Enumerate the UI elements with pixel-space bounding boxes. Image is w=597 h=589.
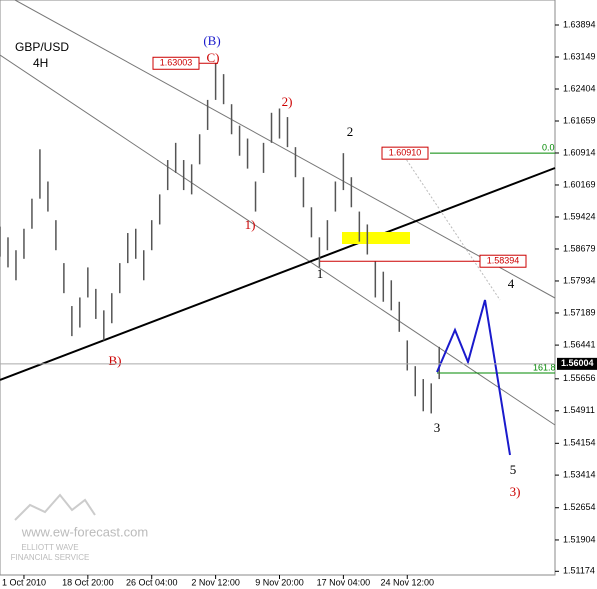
level-box <box>381 146 429 160</box>
y-tick-label: 1.60914 <box>563 147 596 157</box>
fib-label: 0.0 <box>542 142 555 152</box>
fib-label: 161.8 <box>533 362 556 372</box>
y-tick-label: 1.57934 <box>563 275 596 285</box>
wave-label: 3) <box>510 484 521 499</box>
y-tick-label: 1.59424 <box>563 211 596 221</box>
level-label: 1.58394 <box>487 256 520 266</box>
y-tick-label: 1.51904 <box>563 534 596 544</box>
chart-title: GBP/USD <box>15 40 69 54</box>
x-tick-label: 18 Oct 20:00 <box>62 577 114 587</box>
x-tick-label: 24 Nov 12:00 <box>380 577 434 587</box>
y-tick-label: 1.63149 <box>563 51 596 61</box>
highlight-zone <box>342 232 410 244</box>
y-tick-label: 1.60169 <box>563 179 596 189</box>
watermark: www.ew-forecast.com <box>21 524 148 539</box>
y-tick-label: 1.57189 <box>563 307 596 317</box>
wave-label: 2) <box>282 94 293 109</box>
y-tick-label: 1.52654 <box>563 502 596 512</box>
y-tick-label: 1.54154 <box>563 438 596 448</box>
wave-label: B) <box>109 353 122 368</box>
y-tick-label: 1.53414 <box>563 469 596 479</box>
wave-label: 1 <box>317 266 324 281</box>
y-tick-label: 1.58679 <box>563 243 596 253</box>
trend-line <box>0 167 556 381</box>
x-tick-label: 2 Nov 12:00 <box>191 577 240 587</box>
level-box <box>479 254 527 268</box>
level-box <box>152 56 200 70</box>
wave-label: 4 <box>508 276 515 291</box>
y-tick-label: 1.61659 <box>563 115 596 125</box>
wave-label: C) <box>207 50 220 65</box>
level-label: 1.60910 <box>389 148 422 158</box>
wave-label: 1) <box>245 217 256 232</box>
watermark: FINANCIAL SERVICE <box>11 553 90 562</box>
watermark-logo <box>14 493 96 521</box>
y-tick-label: 1.51174 <box>563 566 595 576</box>
x-tick-label: 17 Nov 04:00 <box>317 577 371 587</box>
y-tick-label: 1.54911 <box>563 405 595 415</box>
channel-line <box>0 54 556 426</box>
last-price-box <box>557 357 597 370</box>
level-label: 1.63003 <box>160 58 193 68</box>
wave-label: 5 <box>510 462 517 477</box>
watermark: ELLIOTT WAVE <box>21 543 78 552</box>
projection-path <box>436 299 511 456</box>
plot-area <box>0 0 556 576</box>
last-price-label: 1.56004 <box>561 358 594 368</box>
chart-subtitle: 4H <box>33 56 48 70</box>
y-tick-label: 1.63894 <box>563 19 596 29</box>
x-tick-label: 9 Nov 20:00 <box>255 577 304 587</box>
wave-label: 3 <box>434 420 441 435</box>
wave-label: 2 <box>347 124 354 139</box>
wave-label: (B) <box>203 33 220 48</box>
y-tick-label: 1.55656 <box>563 373 596 383</box>
y-tick-label: 1.62404 <box>563 83 596 93</box>
x-tick-label: 26 Oct 04:00 <box>126 577 178 587</box>
x-tick-label: 1 Oct 2010 <box>2 577 46 587</box>
y-tick-label: 1.56441 <box>563 339 596 349</box>
